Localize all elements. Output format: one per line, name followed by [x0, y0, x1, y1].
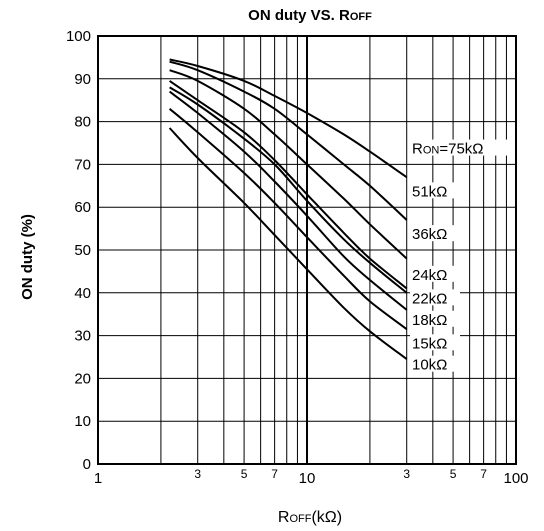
x-tick-label: 1 [94, 470, 102, 487]
series-line [168, 90, 408, 311]
y-axis-label: ON duty (%) [19, 214, 36, 300]
series-label: 18kΩ [412, 312, 447, 329]
y-tick-label: 70 [74, 156, 91, 173]
series-label: 24kΩ [412, 267, 447, 284]
series-line [168, 108, 408, 330]
y-axis-ticks: 0 10 20 30 40 50 60 70 80 90 100 [66, 28, 91, 473]
series-label: 15kΩ [412, 335, 447, 352]
series-line [168, 127, 408, 360]
series-label: 10kΩ [412, 357, 447, 374]
series-label-bg [410, 289, 460, 306]
x-axis-ticks: 1 10 100 3 5 7 3 5 7 [94, 467, 529, 487]
y-tick-label: 50 [74, 242, 91, 259]
series-line [169, 69, 408, 260]
series-label-bg [410, 225, 460, 242]
x-axis-label: ROFF(kΩ) [278, 509, 342, 526]
series-line [169, 60, 408, 221]
series-label: RON=75kΩ [412, 141, 484, 158]
x-tick-label-minor: 5 [450, 467, 457, 481]
series-label: 22kΩ [412, 290, 447, 307]
series-label: 51kΩ [412, 183, 447, 200]
x-tick-label-minor: 3 [403, 467, 410, 481]
y-tick-label: 10 [74, 413, 91, 430]
series-line [169, 86, 408, 294]
y-tick-label: 90 [74, 71, 91, 88]
x-tick-label: 10 [299, 470, 316, 487]
series-label-bg [410, 310, 460, 327]
y-tick-label: 0 [83, 456, 91, 473]
series-label-bg [410, 139, 512, 156]
series-label-bg [410, 355, 460, 372]
grid [97, 35, 517, 465]
series-label-bg [410, 265, 460, 282]
x-tick-label-minor: 7 [480, 467, 487, 481]
x-tick-label: 100 [503, 470, 528, 487]
x-tick-label-minor: 7 [271, 467, 278, 481]
chart-title: ON duty VS. ROFF [248, 7, 372, 24]
y-tick-label: 80 [74, 114, 91, 131]
y-tick-label: 60 [74, 199, 91, 216]
series-label-bg [410, 182, 460, 199]
y-tick-label: 20 [74, 370, 91, 387]
series-lines [168, 58, 408, 360]
series-line [169, 58, 408, 179]
x-tick-label-minor: 3 [194, 467, 201, 481]
x-tick-label-minor: 5 [241, 467, 248, 481]
series-label: 36kΩ [412, 226, 447, 243]
y-tick-label: 100 [66, 28, 91, 45]
y-tick-label: 30 [74, 328, 91, 345]
series-label-bg [410, 334, 460, 351]
series-labels: RON=75kΩ 51kΩ 36kΩ 24kΩ 22kΩ 18kΩ 15kΩ 10kΩ [410, 139, 512, 374]
series-line [169, 80, 408, 290]
y-tick-label: 40 [74, 285, 91, 302]
